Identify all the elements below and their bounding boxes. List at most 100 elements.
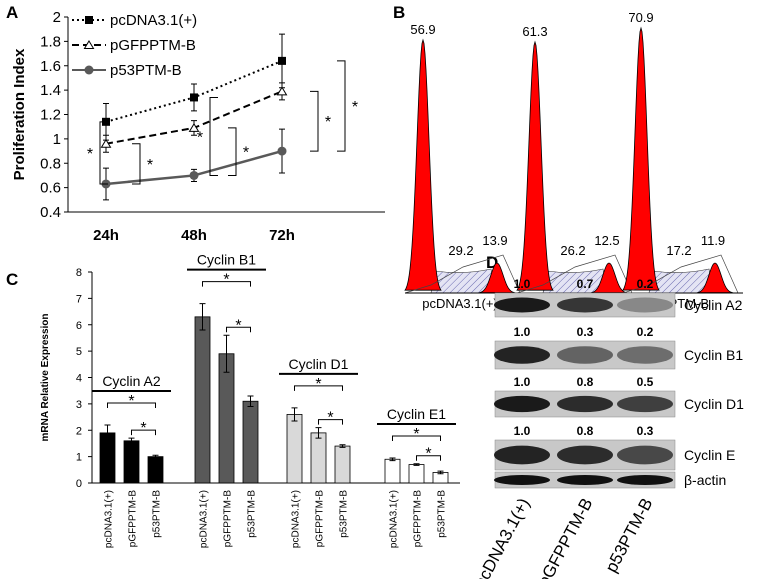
g2-peak (478, 262, 516, 294)
g2-peak (590, 262, 628, 294)
marker (85, 16, 93, 24)
y-tick-label: 7 (76, 293, 82, 305)
bar (218, 353, 235, 484)
blot-band (617, 297, 673, 313)
y-tick-label: 4 (76, 373, 82, 385)
error-bar (199, 303, 206, 331)
g1-peak (516, 40, 554, 291)
y-tick-label: 0 (76, 478, 82, 490)
outline (622, 254, 739, 294)
significance: * (235, 317, 241, 334)
x-tick-label: pcDNA3.1(+) (389, 490, 400, 548)
bar (334, 445, 351, 484)
percentage: 56.9 (410, 22, 435, 37)
significance: * (352, 99, 358, 116)
band-ratio: 0.8 (577, 375, 594, 389)
marker (189, 170, 199, 180)
band-ratio: 1.0 (514, 375, 531, 389)
y-tick-label: 1 (53, 131, 61, 148)
marker (84, 65, 94, 75)
bracket (209, 96, 218, 176)
bar (286, 414, 303, 484)
error-bar (247, 395, 254, 408)
y-tick-label: 1.2 (40, 107, 61, 124)
band-ratio: 1.0 (514, 277, 531, 291)
error-bar (223, 334, 230, 373)
blot-band (557, 395, 613, 413)
significance: * (197, 129, 203, 146)
marker (100, 138, 112, 148)
marker (277, 146, 287, 156)
bar (310, 432, 327, 484)
significance: * (413, 426, 419, 443)
x-tick-label: p53PTM-B (152, 490, 163, 538)
x-tick-label: p53PTM-B (339, 490, 350, 538)
x-tick-label: pGFPPTM-B (413, 490, 424, 548)
marker (188, 122, 200, 132)
bracket (132, 143, 141, 185)
bar (384, 458, 401, 484)
blot-band (494, 445, 550, 465)
marker (276, 86, 288, 96)
g2-peak (696, 262, 734, 294)
bracket (416, 455, 441, 461)
significance: * (140, 420, 146, 437)
band-name: Cyclin A2 (684, 297, 743, 313)
x-tick-label: pGFPPTM-B (315, 490, 326, 548)
bracket (99, 121, 108, 185)
blot-band (494, 297, 550, 313)
bracket (310, 90, 319, 152)
group-label: Cyclin D1 (289, 356, 349, 372)
percentage: 29.2 (448, 243, 473, 258)
blot-band (494, 395, 550, 413)
outline (516, 254, 633, 294)
percentage: 13.9 (482, 233, 507, 248)
y-tick-label: 5 (76, 346, 82, 358)
group-label: Cyclin E1 (387, 406, 446, 422)
bracket (318, 419, 343, 425)
y-tick-label: 0.8 (40, 155, 61, 172)
x-tick-label: pGFPPTM-B (223, 490, 234, 548)
blot-band (617, 445, 673, 465)
band-name: Cyclin E (684, 447, 735, 463)
x-tick-label: 24h (93, 227, 119, 244)
x-tick-label: pGFPPTM-B (128, 490, 139, 548)
y-tick-label: 1.4 (40, 82, 61, 99)
lane-label: pcDNA3.1(+) (470, 495, 533, 579)
band-ratio: 0.3 (577, 325, 594, 339)
band-ratio: 0.3 (637, 424, 654, 438)
y-tick-label: 0.6 (40, 180, 61, 197)
y-axis-title: Proliferation Index (11, 48, 28, 180)
significance: * (315, 376, 321, 393)
bracket (392, 435, 441, 441)
x-tick-label: p53PTM-B (437, 490, 448, 538)
blot-band (557, 445, 613, 465)
y-tick-label: 2 (76, 425, 82, 437)
band-ratio: 0.5 (637, 375, 654, 389)
percentage: 17.2 (666, 243, 691, 258)
bracket (294, 385, 343, 391)
blot-band (557, 297, 613, 313)
bar (194, 316, 211, 484)
error-bar (389, 457, 396, 462)
x-tick-label: 72h (269, 227, 295, 244)
bracket (107, 402, 156, 408)
bracket (202, 281, 251, 287)
percentage: 61.3 (522, 24, 547, 39)
error-bar (104, 424, 111, 442)
y-tick-label: 6 (76, 320, 82, 332)
blot-band (494, 346, 550, 364)
band-ratio: 0.8 (577, 424, 594, 438)
percentage: 26.2 (560, 243, 585, 258)
significance: * (128, 393, 134, 410)
error-bar (339, 444, 346, 448)
legend-label: pGFPPTM-B (110, 37, 196, 54)
band-ratio: 1.0 (514, 424, 531, 438)
y-tick-label: 8 (76, 267, 82, 279)
bracket (228, 127, 237, 176)
y-tick-label: 1 (76, 452, 82, 464)
error-bar (128, 437, 135, 444)
percentage: 70.9 (628, 10, 653, 25)
g1-peak (404, 38, 442, 291)
significance: * (243, 145, 249, 162)
